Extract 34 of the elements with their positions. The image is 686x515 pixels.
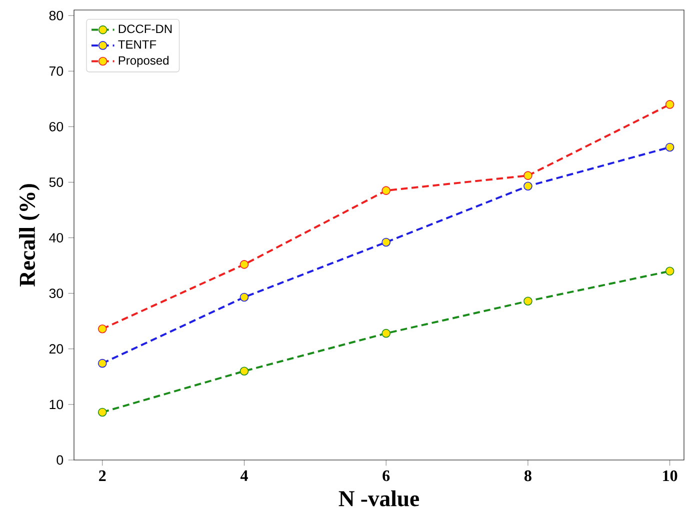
point	[524, 171, 532, 180]
point	[665, 100, 674, 109]
y-tick-label: 0	[56, 455, 64, 465]
legend-label: Proposed	[118, 56, 168, 68]
point	[240, 292, 249, 302]
y-tick-label: 20	[49, 344, 64, 354]
point	[240, 366, 249, 376]
x-axis-title: N -value	[338, 490, 419, 506]
point	[382, 328, 390, 338]
y-tick-label: 80	[49, 10, 64, 20]
x-tick-label: 6	[382, 470, 390, 482]
x-tick-label: 10	[663, 470, 678, 482]
point	[98, 324, 107, 334]
x-tick-label: 8	[524, 470, 532, 482]
y-tick-label: 30	[49, 288, 64, 298]
legend-label: DCCF-DN	[118, 24, 172, 34]
point	[98, 358, 107, 368]
x-tick-label: 2	[99, 470, 106, 481]
y-tick-label: 70	[49, 66, 64, 76]
y-tick-label: 50	[49, 178, 64, 187]
legend-label: TENTF	[118, 40, 156, 49]
y-tick-label: 60	[49, 122, 64, 132]
y-tick-label: 40	[49, 233, 64, 242]
y-axis-title: Recall (%)	[19, 184, 40, 287]
point	[665, 266, 674, 276]
point	[524, 182, 532, 191]
point	[382, 186, 390, 195]
point	[382, 238, 390, 247]
y-tick-label: 10	[50, 400, 64, 410]
point	[524, 296, 532, 306]
point	[98, 408, 107, 417]
point	[240, 260, 249, 269]
point	[665, 142, 674, 152]
x-tick-label: 4	[240, 470, 248, 481]
